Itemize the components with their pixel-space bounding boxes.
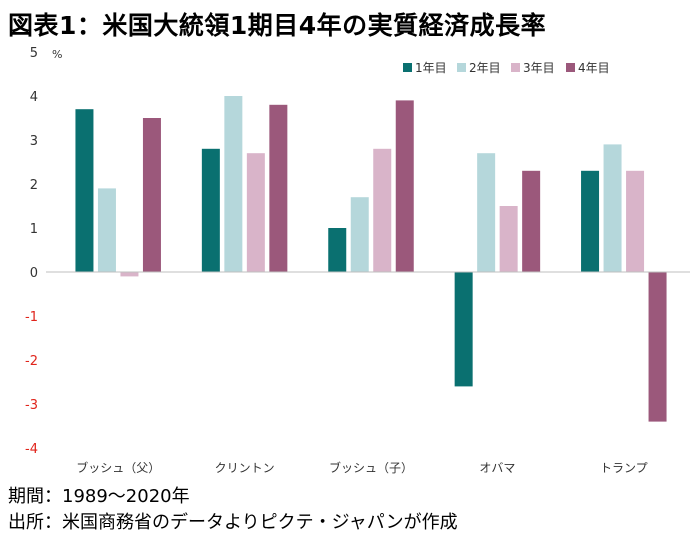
bar-1-1: [75, 109, 94, 272]
bar-2-5: [603, 144, 622, 272]
category-label: クリントン: [215, 461, 275, 475]
bar-3-1: [120, 272, 139, 277]
y-tick-label: -2: [25, 354, 38, 369]
bar-3-2: [246, 153, 265, 272]
legend-label-1: 1年目: [415, 61, 447, 75]
bar-3-4: [499, 206, 518, 272]
bar-1-3: [328, 228, 347, 272]
y-tick-label: 5: [30, 46, 38, 61]
y-tick-label: 0: [30, 266, 38, 281]
bar-4-3: [395, 100, 414, 273]
y-tick-label: -4: [25, 442, 38, 457]
bar-4-2: [269, 104, 288, 272]
y-tick-label: 1: [30, 222, 38, 237]
bar-1-5: [581, 170, 600, 272]
legend-label-4: 4年目: [578, 61, 610, 75]
y-tick-label: 3: [30, 134, 38, 149]
y-unit-label: %: [52, 48, 62, 61]
category-label: ブッシュ（子）: [329, 460, 413, 475]
category-label: オバマ: [479, 461, 515, 475]
chart-title: 図表1：米国大統領1期目4年の実質経済成長率: [8, 11, 547, 40]
period-note: 期間：1989～2020年: [8, 486, 190, 507]
legend-swatch-3: [511, 63, 520, 72]
bar-2-1: [97, 188, 116, 272]
bar-1-2: [201, 148, 220, 272]
legend-swatch-2: [457, 63, 466, 72]
bar-3-5: [626, 170, 645, 272]
bar-4-5: [648, 272, 667, 422]
bar-2-4: [477, 153, 496, 272]
legend-label-2: 2年目: [469, 61, 501, 75]
bar-1-4: [454, 272, 473, 387]
bar-3-3: [373, 148, 392, 272]
y-tick-label: 4: [30, 90, 38, 105]
y-tick-label: 2: [30, 178, 38, 193]
bar-2-2: [224, 96, 243, 272]
legend-swatch-1: [403, 63, 412, 72]
category-label: ブッシュ（父）: [76, 460, 160, 475]
legend-swatch-4: [566, 63, 575, 72]
bar-4-4: [522, 170, 541, 272]
category-label: トランプ: [600, 461, 648, 475]
bar-4-1: [142, 118, 161, 272]
bar-2-3: [350, 197, 369, 272]
y-tick-label: -3: [25, 398, 38, 413]
source-note: 出所：米国商務省のデータよりピクテ・ジャパンが作成: [8, 512, 458, 533]
y-tick-label: -1: [25, 310, 38, 325]
bar-chart: 5 4 3 2 1 0 -1 -2 -3 -4% ブッシュ（父） クリントン ブッシュ（子） オバマ トラン…: [25, 46, 690, 475]
legend-label-3: 3年目: [523, 61, 555, 75]
